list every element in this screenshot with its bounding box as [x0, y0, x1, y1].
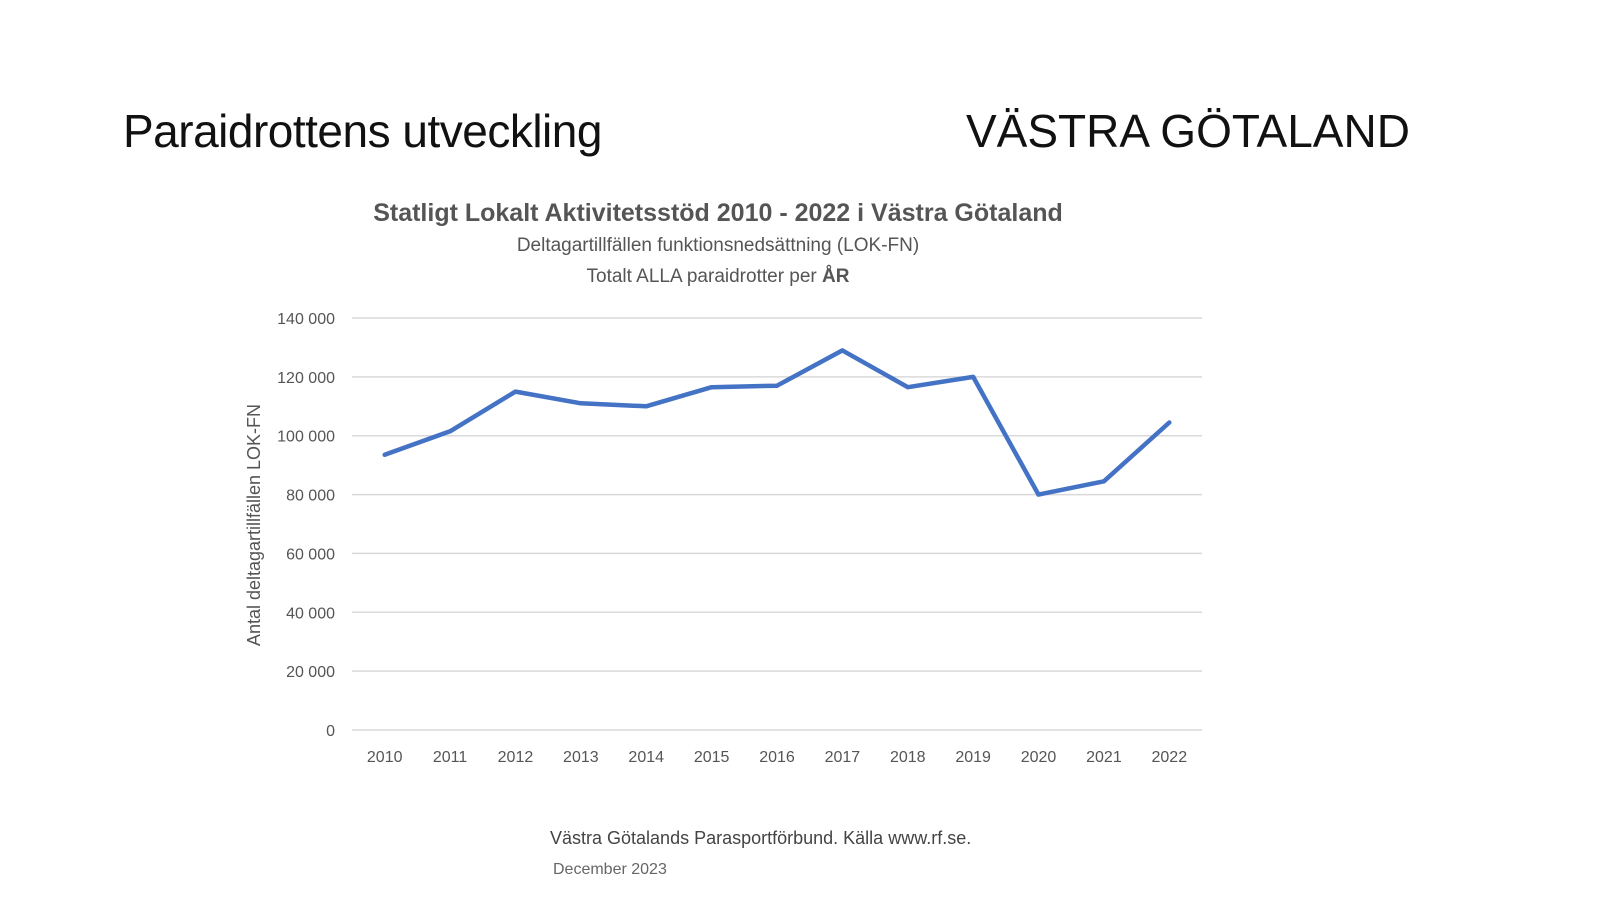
y-tick-label: 20 000	[286, 664, 335, 681]
x-tick-label: 2013	[563, 749, 599, 766]
x-tick-label: 2016	[759, 749, 795, 766]
y-tick-label: 120 000	[277, 370, 335, 387]
y-axis-label: Antal deltagartillfällen LOK-FN	[244, 404, 264, 646]
chart-subtitle-2-prefix: Totalt ALLA paraidrotter per	[587, 266, 823, 287]
x-tick-label: 2012	[498, 749, 534, 766]
chart-subtitle-2: Totalt ALLA paraidrotter per ÅR	[587, 266, 850, 287]
chart-title: Statligt Lokalt Aktivitetsstöd 2010 - 20…	[373, 199, 1063, 227]
x-tick-label: 2021	[1086, 749, 1122, 766]
x-tick-label: 2010	[367, 749, 403, 766]
gridlines	[352, 317, 1202, 731]
x-tick-label: 2014	[628, 749, 664, 766]
chart-subtitle-2-bold: ÅR	[822, 266, 850, 287]
y-tick-label: 40 000	[286, 605, 335, 622]
x-tick-label: 2020	[1021, 749, 1057, 766]
y-tick-label: 100 000	[277, 429, 335, 446]
source-text: Västra Götalands Parasportförbund. Källa…	[550, 828, 972, 848]
region-title: VÄSTRA GÖTALAND	[966, 105, 1410, 157]
date-text: December 2023	[553, 861, 667, 878]
chart-subtitle-1: Deltagartillfällen funktionsnedsättning …	[517, 235, 919, 256]
x-tick-label: 2019	[955, 749, 991, 766]
x-tick-label: 2018	[890, 749, 926, 766]
y-tick-label: 80 000	[286, 488, 335, 505]
x-tick-label: 2011	[433, 749, 468, 766]
x-tick-label: 2022	[1152, 749, 1188, 766]
x-tick-label: 2017	[825, 749, 861, 766]
y-tick-label: 60 000	[286, 546, 335, 563]
series-line	[382, 348, 1172, 497]
y-tick-label: 0	[326, 723, 335, 740]
slide-title: Paraidrottens utveckling	[123, 105, 602, 157]
series-layer	[382, 348, 1172, 497]
x-tick-label: 2015	[694, 749, 730, 766]
y-tick-label: 140 000	[277, 311, 335, 328]
x-axis-ticks: 2010 2011 2012 2013 2014 2015 2016 2017 2018 2019…	[367, 749, 1187, 766]
y-axis-ticks: 0 20 000 40 000 60 000 80 000 100 000 120 000 1…	[277, 311, 335, 740]
